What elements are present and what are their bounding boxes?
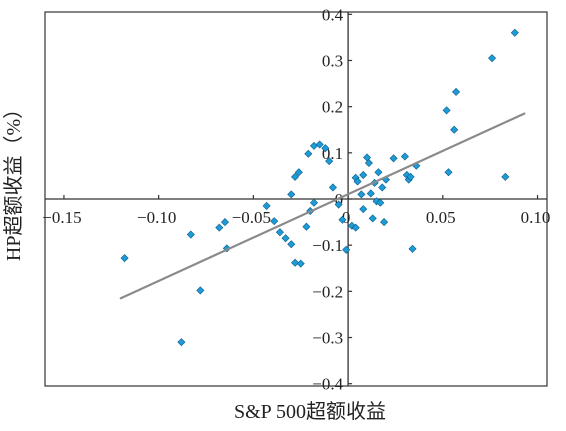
data-point [359, 170, 368, 180]
data-point [400, 152, 409, 161]
data-point [309, 198, 319, 207]
data-point [120, 254, 129, 263]
y-axis-title: HP超额收益（%） [2, 99, 25, 261]
data-point [287, 190, 296, 199]
x-tick-label: −0.15 [42, 208, 81, 227]
data-point [186, 230, 195, 239]
data-point [321, 144, 330, 153]
data-point [275, 228, 284, 237]
x-tick-label: 0.10 [521, 208, 551, 227]
y-tick-label: −0.4 [312, 375, 343, 394]
data-point [291, 258, 300, 267]
data-point [368, 214, 377, 223]
data-point [270, 217, 279, 226]
data-point [357, 190, 366, 199]
data-point [406, 172, 415, 181]
data-point [287, 240, 296, 249]
data-point [359, 205, 368, 214]
x-ticks: −0.15 −0.10 −0.05 0 0.05 0.10 [42, 195, 550, 227]
data-point [450, 125, 459, 134]
data-point [347, 221, 356, 230]
data-point [196, 286, 205, 295]
y-tick-label: 0.2 [322, 98, 343, 117]
data-point [442, 106, 451, 115]
data-point [309, 141, 319, 150]
data-point [452, 87, 461, 96]
data-point [338, 215, 347, 224]
data-point [351, 223, 360, 232]
y-tick-label: 0.4 [322, 5, 344, 24]
data-point [488, 54, 497, 63]
regression-line [119, 112, 526, 300]
y-tick-label: −0.3 [312, 329, 343, 348]
x-axis-title: S&P 500超额收益 [234, 400, 386, 423]
data-point [510, 28, 519, 37]
data-point [444, 168, 453, 177]
data-point [215, 223, 224, 232]
data-point [334, 200, 343, 209]
x-tick-label: 0.05 [426, 208, 456, 227]
data-points [120, 28, 519, 347]
data-point [304, 149, 313, 158]
data-point [342, 245, 351, 254]
data-point [353, 177, 362, 186]
data-point [366, 189, 375, 198]
data-point [262, 201, 271, 210]
x-tick-label: −0.10 [137, 208, 176, 227]
data-point [374, 168, 383, 177]
data-point [501, 172, 510, 181]
y-tick-label: −0.1 [312, 236, 343, 255]
data-point [220, 218, 229, 227]
data-point [378, 183, 387, 192]
data-point [408, 244, 417, 253]
y-tick-label: −0.2 [312, 282, 343, 301]
x-tick-label: 0 [342, 208, 351, 227]
data-point [294, 168, 303, 177]
data-point [177, 338, 186, 347]
x-tick-label: −0.05 [232, 208, 271, 227]
data-point [281, 234, 290, 243]
data-point [380, 218, 389, 227]
data-point [315, 140, 324, 149]
data-point [328, 183, 337, 192]
data-point [291, 172, 300, 181]
data-point [325, 157, 334, 166]
data-point [364, 158, 373, 168]
data-point [376, 198, 385, 207]
data-point [389, 154, 398, 163]
data-point [296, 259, 305, 268]
y-tick-label: 0.3 [322, 51, 343, 70]
data-point [302, 222, 311, 231]
